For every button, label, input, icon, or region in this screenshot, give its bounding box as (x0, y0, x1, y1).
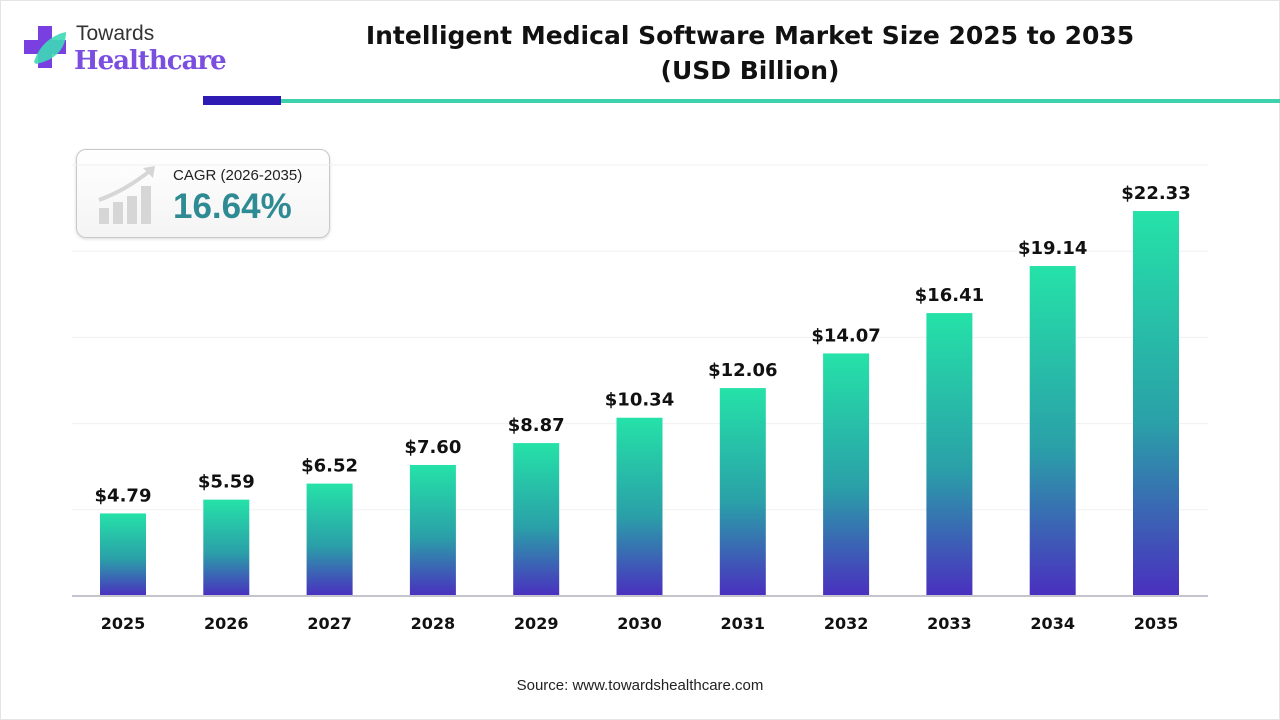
data-label: $22.33 (1121, 183, 1190, 204)
logo-text-towards: Towards (76, 22, 155, 45)
bar-2031 (719, 388, 766, 596)
logo: Towards Healthcare (22, 22, 227, 78)
source-note: Source: www.towardshealthcare.com (516, 677, 764, 694)
data-label: $16.41 (915, 285, 984, 306)
x-tick-label: 2035 (1134, 614, 1179, 633)
growth-chart-icon (98, 166, 155, 224)
title-line-2: (USD Billion) (660, 56, 840, 85)
chart-title: Intelligent Medical Software Market Size… (300, 18, 1200, 88)
title-line-1: Intelligent Medical Software Market Size… (365, 21, 1135, 50)
title-underline-dark (203, 96, 281, 105)
data-label: $4.79 (95, 485, 152, 506)
data-label: $5.59 (198, 472, 255, 493)
logo-cross-leaf-icon (24, 26, 66, 68)
data-label: $6.52 (301, 456, 358, 477)
bar-2035 (1133, 211, 1179, 596)
bar-2027 (306, 483, 353, 596)
bar-2029 (513, 443, 560, 596)
bar-2034 (1029, 266, 1076, 596)
title-underline-teal (281, 99, 1280, 103)
x-tick-label: 2033 (927, 614, 972, 633)
cagr-label: CAGR (2026-2035) (173, 167, 303, 184)
data-label: $10.34 (605, 390, 674, 411)
data-label: $12.06 (708, 360, 777, 381)
cagr-value: 16.64% (173, 187, 292, 226)
x-tick-label: 2027 (307, 614, 352, 633)
x-tick-label: 2026 (204, 614, 249, 633)
data-label: $19.14 (1018, 238, 1087, 259)
bar-2030 (616, 417, 663, 596)
logo-text-healthcare: Healthcare (74, 46, 227, 76)
data-label: $14.07 (811, 325, 880, 346)
x-tick-label: 2025 (101, 614, 146, 633)
cagr-box: CAGR (2026-2035) 16.64% (76, 149, 330, 238)
bar-2033 (926, 313, 973, 596)
x-tick-label: 2030 (617, 614, 662, 633)
x-tick-label: 2032 (824, 614, 869, 633)
data-label: $8.87 (508, 415, 565, 436)
x-tick-label: 2029 (514, 614, 559, 633)
bar-2026 (203, 499, 250, 596)
x-tick-label: 2034 (1030, 614, 1075, 633)
x-tick-label: 2028 (411, 614, 456, 633)
bar-2028 (409, 464, 456, 596)
bar-2032 (823, 353, 870, 596)
data-label: $7.60 (404, 437, 461, 458)
bar-2025 (100, 513, 146, 596)
x-tick-label: 2031 (721, 614, 766, 633)
